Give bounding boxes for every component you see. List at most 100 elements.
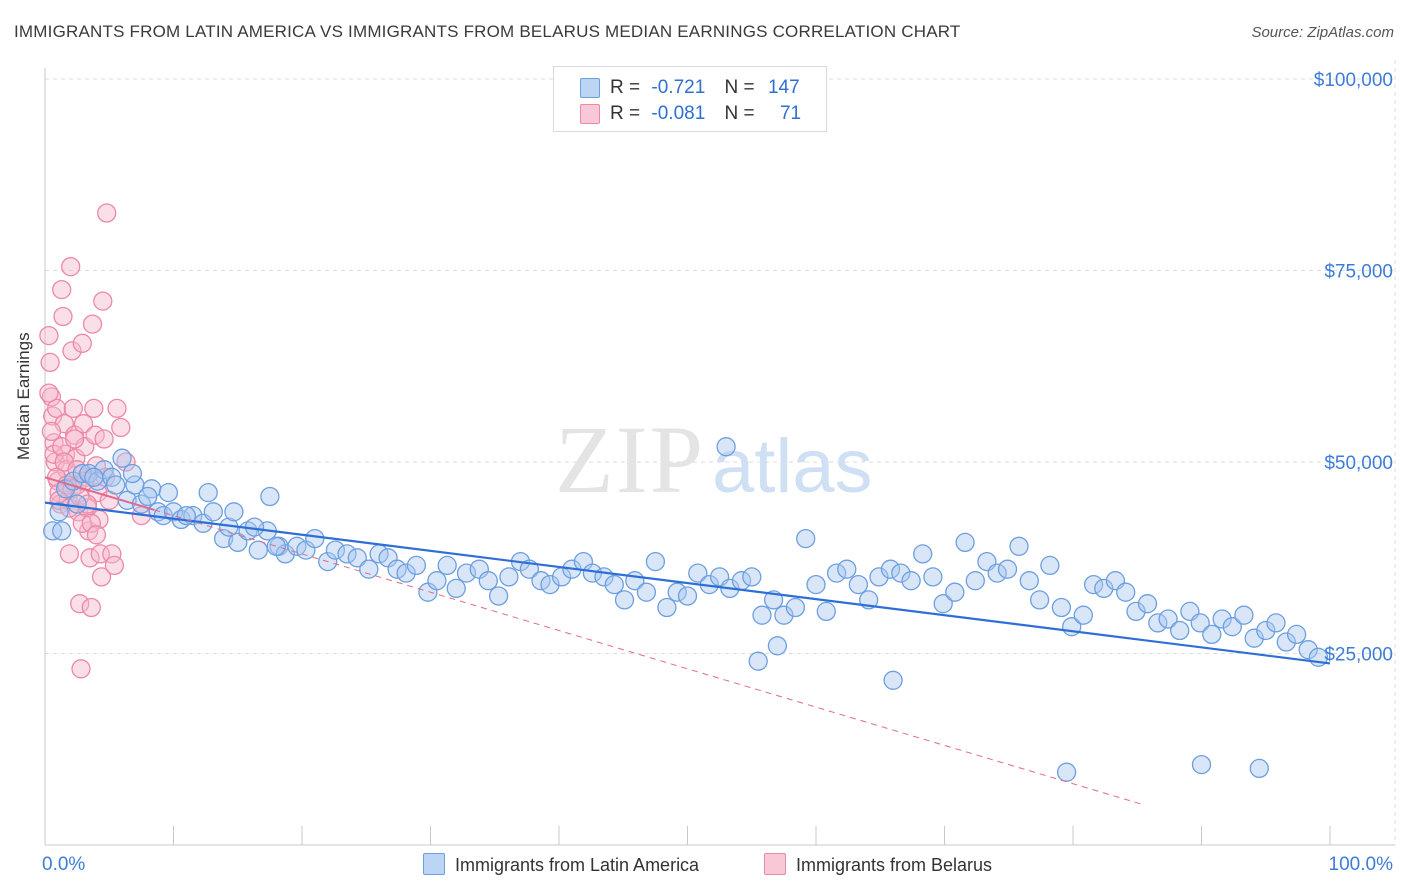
legend-swatch-pink bbox=[580, 104, 600, 124]
belarus-point bbox=[80, 548, 100, 568]
belarus-point bbox=[91, 567, 112, 587]
legend-label-belarus: Immigrants from Belarus bbox=[796, 855, 993, 875]
belarus-trend-line-dashed bbox=[154, 509, 1144, 806]
latin-america-point bbox=[427, 571, 447, 591]
belarus-point bbox=[39, 325, 59, 346]
latin-america-trend-line bbox=[44, 501, 1331, 665]
latin-america-point bbox=[488, 586, 509, 606]
latin-america-point bbox=[848, 574, 869, 595]
y-tick-label: $75,000 bbox=[1324, 262, 1393, 283]
latin-america-point bbox=[52, 521, 72, 541]
belarus-point bbox=[40, 352, 60, 373]
belarus-point bbox=[73, 414, 94, 434]
latin-america-point bbox=[117, 490, 137, 510]
latin-america-point bbox=[796, 528, 816, 549]
latin-america-point bbox=[337, 544, 357, 564]
latin-america-point bbox=[869, 567, 889, 587]
latin-america-point bbox=[1234, 605, 1254, 625]
latin-america-point bbox=[816, 601, 836, 622]
latin-america-point bbox=[224, 502, 244, 522]
latin-america-point bbox=[478, 571, 498, 591]
latin-america-point bbox=[1249, 758, 1269, 779]
latin-america-point bbox=[1116, 582, 1136, 602]
watermark-atlas: atlas bbox=[712, 424, 873, 509]
latin-america-point bbox=[1298, 640, 1318, 660]
latin-america-point bbox=[1056, 762, 1077, 782]
latin-america-point bbox=[213, 528, 234, 549]
belarus-point bbox=[46, 398, 67, 419]
belarus-point bbox=[63, 398, 83, 419]
legend-r-value: -0.721 bbox=[651, 77, 706, 98]
latin-america-point bbox=[1286, 624, 1307, 645]
latin-america-point bbox=[456, 563, 477, 583]
latin-america-point bbox=[677, 586, 698, 606]
latin-america-point bbox=[645, 551, 666, 572]
source-label: Source: ZipAtlas.com bbox=[1251, 24, 1394, 41]
latin-america-point bbox=[1009, 536, 1029, 556]
latin-america-point bbox=[1040, 555, 1060, 576]
latin-america-point bbox=[688, 563, 708, 583]
latin-america-point bbox=[1126, 601, 1146, 622]
belarus-point bbox=[102, 544, 122, 564]
latin-america-point bbox=[305, 528, 325, 549]
legend-r-label: R = bbox=[610, 77, 641, 98]
latin-america-point bbox=[1094, 578, 1114, 599]
legend-swatch-blue bbox=[580, 78, 600, 98]
latin-america-point bbox=[540, 574, 560, 595]
latin-america-point bbox=[406, 555, 427, 576]
latin-america-point bbox=[106, 475, 126, 495]
belarus-point bbox=[90, 544, 110, 564]
y-axis-label: Median Earnings bbox=[14, 332, 33, 460]
x-tick-labels: 0.0% 100.0% bbox=[42, 854, 1393, 875]
belarus-point bbox=[67, 460, 87, 480]
latin-america-point bbox=[1212, 609, 1232, 629]
latin-america-point bbox=[785, 597, 806, 618]
latin-america-point bbox=[260, 486, 280, 507]
latin-america-point bbox=[1158, 609, 1178, 629]
belarus-trend-line-solid bbox=[44, 476, 155, 511]
latin-america-point bbox=[636, 582, 657, 602]
belarus-point bbox=[93, 291, 113, 311]
correlation-legend: R = -0.721 N = 147 R = -0.081 N = 71 bbox=[553, 66, 827, 132]
latin-america-point bbox=[1190, 613, 1210, 633]
legend-swatch-pink bbox=[764, 853, 786, 875]
latin-america-point bbox=[880, 559, 901, 579]
belarus-point bbox=[70, 594, 90, 614]
belarus-point bbox=[64, 429, 85, 449]
x-tick-label-end: 100.0% bbox=[1329, 854, 1394, 875]
latin-america-point bbox=[1202, 624, 1222, 645]
legend-swatch-blue bbox=[423, 853, 445, 875]
latin-america-point bbox=[1019, 571, 1039, 591]
belarus-point bbox=[86, 525, 107, 545]
chart-title: IMMIGRANTS FROM LATIN AMERICA VS IMMIGRA… bbox=[14, 22, 961, 41]
belarus-point bbox=[82, 314, 103, 334]
belarus-points bbox=[39, 203, 152, 679]
legend-r-label: R = bbox=[610, 103, 641, 124]
latin-america-point bbox=[891, 563, 911, 583]
belarus-point bbox=[97, 203, 117, 223]
belarus-point bbox=[94, 429, 114, 449]
belarus-point bbox=[41, 421, 62, 442]
latin-america-point bbox=[347, 548, 367, 568]
latin-america-point bbox=[604, 574, 624, 595]
latin-america-point bbox=[742, 567, 762, 587]
latin-america-point bbox=[1256, 620, 1276, 641]
belarus-point bbox=[104, 555, 125, 576]
y-tick-labels: $25,000 $50,000 $75,000 $100,000 bbox=[1314, 70, 1393, 666]
latin-america-point bbox=[138, 486, 158, 507]
latin-america-point bbox=[396, 563, 416, 583]
belarus-point bbox=[62, 341, 82, 361]
latin-america-point bbox=[837, 559, 857, 579]
watermark-zip: ZIP bbox=[555, 406, 705, 513]
latin-america-point bbox=[987, 563, 1007, 583]
latin-america-point bbox=[1191, 754, 1212, 775]
latin-america-point bbox=[359, 559, 379, 579]
latin-america-point bbox=[163, 502, 184, 522]
latin-america-point bbox=[901, 571, 921, 591]
latin-america-point bbox=[945, 582, 965, 602]
latin-america-point bbox=[499, 567, 519, 587]
latin-america-point bbox=[437, 555, 457, 576]
latin-america-point bbox=[67, 494, 87, 514]
latin-america-point bbox=[72, 463, 92, 484]
